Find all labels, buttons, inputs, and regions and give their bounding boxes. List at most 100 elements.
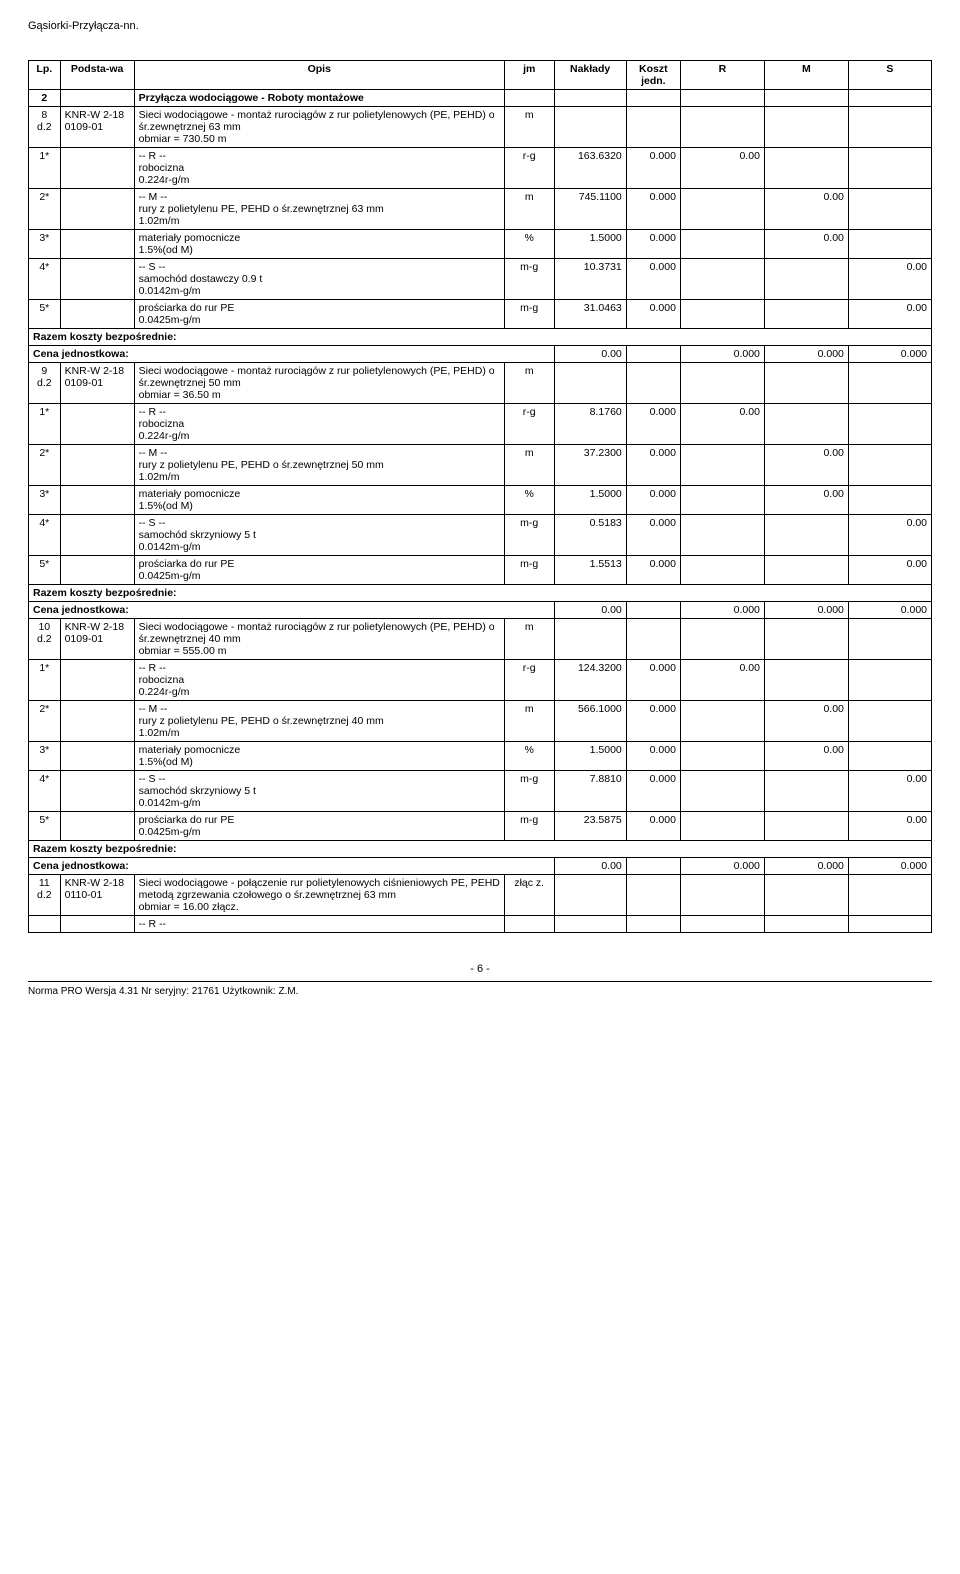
cena-m: 0.000 bbox=[764, 602, 848, 619]
sub-s bbox=[848, 742, 931, 771]
cell bbox=[764, 619, 848, 660]
sub-nak: 7.8810 bbox=[554, 771, 626, 812]
sub-jm: r-g bbox=[504, 404, 554, 445]
cena-label: Cena jednostkowa: bbox=[29, 858, 555, 875]
sub-m bbox=[764, 812, 848, 841]
item-pod: KNR-W 2-18 0110-01 bbox=[60, 875, 134, 916]
cell bbox=[554, 90, 626, 107]
table-row: 1*-- R --robocizna0.224r-g/mr-g124.32000… bbox=[29, 660, 932, 701]
col-naklady: Nakłady bbox=[554, 61, 626, 90]
table-row: Cena jednostkowa:0.000.0000.0000.000 bbox=[29, 602, 932, 619]
page-number: - 6 - bbox=[28, 963, 932, 975]
section-num: 2 bbox=[29, 90, 61, 107]
sub-m bbox=[764, 660, 848, 701]
sub-r bbox=[680, 515, 764, 556]
sub-s: 0.00 bbox=[848, 515, 931, 556]
sub-jm: r-g bbox=[504, 660, 554, 701]
item-opis: Sieci wodociągowe - montaż rurociągów z … bbox=[134, 363, 504, 404]
table-row: -- R -- bbox=[29, 916, 932, 933]
item-lp: 9 d.2 bbox=[29, 363, 61, 404]
cell bbox=[60, 916, 134, 933]
sub-opis: -- R -- bbox=[134, 916, 504, 933]
sub-kos: 0.000 bbox=[626, 771, 680, 812]
sub-nak: 566.1000 bbox=[554, 701, 626, 742]
sub-jm: % bbox=[504, 486, 554, 515]
sub-s: 0.00 bbox=[848, 556, 931, 585]
sub-idx bbox=[29, 916, 61, 933]
sub-opis: -- S --samochód dostawczy 0.9 t0.0142m-g… bbox=[134, 259, 504, 300]
cell bbox=[680, 363, 764, 404]
sub-m: 0.00 bbox=[764, 189, 848, 230]
sub-m bbox=[764, 771, 848, 812]
sub-nak: 124.3200 bbox=[554, 660, 626, 701]
sub-r bbox=[680, 230, 764, 259]
sub-m: 0.00 bbox=[764, 701, 848, 742]
sub-kos: 0.000 bbox=[626, 701, 680, 742]
cena-nak: 0.00 bbox=[554, 858, 626, 875]
sub-kos: 0.000 bbox=[626, 742, 680, 771]
sub-jm: m bbox=[504, 701, 554, 742]
cell bbox=[60, 230, 134, 259]
sub-nak: 1.5513 bbox=[554, 556, 626, 585]
sub-m: 0.00 bbox=[764, 445, 848, 486]
sub-kos: 0.000 bbox=[626, 189, 680, 230]
sub-s bbox=[848, 486, 931, 515]
sub-m bbox=[764, 916, 848, 933]
sub-opis: prościarka do rur PE0.0425m-g/m bbox=[134, 812, 504, 841]
sub-s: 0.00 bbox=[848, 812, 931, 841]
sub-idx: 4* bbox=[29, 771, 61, 812]
sub-jm: % bbox=[504, 742, 554, 771]
sub-idx: 1* bbox=[29, 148, 61, 189]
cell bbox=[764, 363, 848, 404]
sub-jm: m-g bbox=[504, 300, 554, 329]
sub-s bbox=[848, 189, 931, 230]
sub-s bbox=[848, 230, 931, 259]
table-row: 2*-- M --rury z polietylenu PE, PEHD o ś… bbox=[29, 701, 932, 742]
sub-nak: 1.5000 bbox=[554, 742, 626, 771]
sub-kos: 0.000 bbox=[626, 300, 680, 329]
sub-jm: m-g bbox=[504, 812, 554, 841]
sub-kos bbox=[626, 916, 680, 933]
table-row: Razem koszty bezpośrednie: bbox=[29, 841, 932, 858]
item-pod: KNR-W 2-18 0109-01 bbox=[60, 619, 134, 660]
sub-r bbox=[680, 916, 764, 933]
sub-opis: -- R --robocizna0.224r-g/m bbox=[134, 404, 504, 445]
sub-s bbox=[848, 660, 931, 701]
sub-idx: 3* bbox=[29, 486, 61, 515]
item-lp: 11 d.2 bbox=[29, 875, 61, 916]
item-pod: KNR-W 2-18 0109-01 bbox=[60, 363, 134, 404]
cena-m: 0.000 bbox=[764, 858, 848, 875]
sub-m bbox=[764, 404, 848, 445]
cell bbox=[60, 404, 134, 445]
cena-label: Cena jednostkowa: bbox=[29, 346, 555, 363]
sub-m bbox=[764, 556, 848, 585]
sub-opis: prościarka do rur PE0.0425m-g/m bbox=[134, 300, 504, 329]
item-jm: m bbox=[504, 363, 554, 404]
sub-idx: 2* bbox=[29, 189, 61, 230]
col-lp: Lp. bbox=[29, 61, 61, 90]
cell bbox=[680, 619, 764, 660]
sub-kos: 0.000 bbox=[626, 230, 680, 259]
table-header-row: Lp. Podsta-wa Opis jm Nakłady Koszt jedn… bbox=[29, 61, 932, 90]
col-koszt: Koszt jedn. bbox=[626, 61, 680, 90]
table-row: 2*-- M --rury z polietylenu PE, PEHD o ś… bbox=[29, 445, 932, 486]
cell bbox=[60, 660, 134, 701]
cell bbox=[504, 90, 554, 107]
table-row: Cena jednostkowa:0.000.0000.0000.000 bbox=[29, 858, 932, 875]
item-lp: 10 d.2 bbox=[29, 619, 61, 660]
sub-s: 0.00 bbox=[848, 259, 931, 300]
sub-r bbox=[680, 556, 764, 585]
sub-m bbox=[764, 515, 848, 556]
sub-idx: 4* bbox=[29, 515, 61, 556]
cena-s: 0.000 bbox=[848, 346, 931, 363]
sub-s bbox=[848, 701, 931, 742]
sub-nak: 31.0463 bbox=[554, 300, 626, 329]
sub-r bbox=[680, 300, 764, 329]
sub-m bbox=[764, 259, 848, 300]
sub-opis: -- R --robocizna0.224r-g/m bbox=[134, 660, 504, 701]
sub-kos: 0.000 bbox=[626, 515, 680, 556]
sub-idx: 5* bbox=[29, 556, 61, 585]
sub-kos: 0.000 bbox=[626, 556, 680, 585]
razem: Razem koszty bezpośrednie: bbox=[29, 585, 932, 602]
sub-nak bbox=[554, 916, 626, 933]
